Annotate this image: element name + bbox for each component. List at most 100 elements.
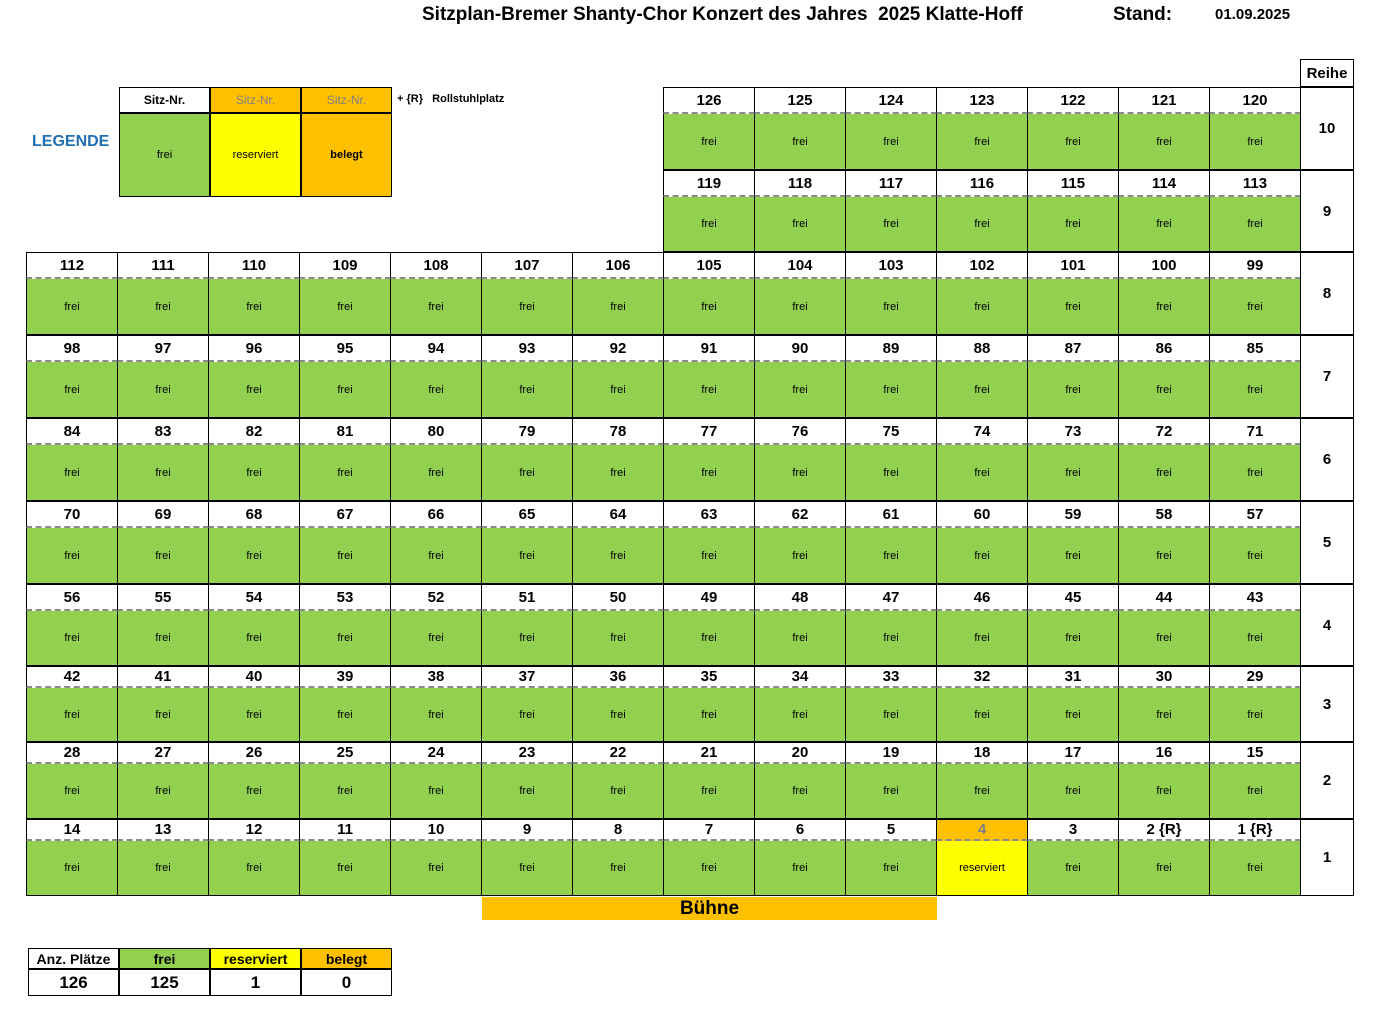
seat-cell[interactable]: frei (26, 688, 118, 742)
seat-cell[interactable]: frei (663, 362, 755, 418)
seat-cell[interactable]: reserviert (936, 841, 1028, 896)
seat-cell[interactable]: frei (845, 841, 937, 896)
seat-cell[interactable]: frei (845, 528, 937, 584)
seat-cell[interactable]: frei (481, 764, 573, 819)
seat-cell[interactable]: frei (1118, 688, 1210, 742)
seat-cell[interactable]: frei (663, 279, 755, 335)
seat-cell[interactable]: frei (26, 611, 118, 666)
seat-cell[interactable]: frei (299, 362, 391, 418)
seat-cell[interactable]: frei (1209, 197, 1301, 252)
seat-cell[interactable]: frei (663, 528, 755, 584)
seat-cell[interactable]: frei (481, 841, 573, 896)
seat-cell[interactable]: frei (572, 688, 664, 742)
seat-cell[interactable]: frei (845, 279, 937, 335)
seat-cell[interactable]: frei (1209, 445, 1301, 501)
seat-cell[interactable]: frei (117, 688, 209, 742)
seat-cell[interactable]: frei (117, 362, 209, 418)
seat-cell[interactable]: frei (572, 841, 664, 896)
seat-cell[interactable]: frei (1209, 841, 1301, 896)
seat-cell[interactable]: frei (936, 611, 1028, 666)
seat-cell[interactable]: frei (26, 279, 118, 335)
seat-cell[interactable]: frei (845, 688, 937, 742)
seat-cell[interactable]: frei (663, 611, 755, 666)
seat-cell[interactable]: frei (663, 197, 755, 252)
seat-cell[interactable]: frei (1027, 688, 1119, 742)
seat-cell[interactable]: frei (117, 528, 209, 584)
seat-cell[interactable]: frei (1027, 764, 1119, 819)
seat-cell[interactable]: frei (1209, 362, 1301, 418)
seat-cell[interactable]: frei (845, 611, 937, 666)
seat-cell[interactable]: frei (390, 445, 482, 501)
seat-cell[interactable]: frei (1209, 611, 1301, 666)
seat-cell[interactable]: frei (1118, 197, 1210, 252)
seat-cell[interactable]: frei (117, 445, 209, 501)
seat-cell[interactable]: frei (754, 688, 846, 742)
seat-cell[interactable]: frei (663, 688, 755, 742)
seat-cell[interactable]: frei (845, 197, 937, 252)
seat-cell[interactable]: frei (208, 528, 300, 584)
seat-cell[interactable]: frei (481, 279, 573, 335)
seat-cell[interactable]: frei (754, 528, 846, 584)
seat-cell[interactable]: frei (754, 764, 846, 819)
seat-cell[interactable]: frei (1027, 611, 1119, 666)
seat-cell[interactable]: frei (299, 611, 391, 666)
seat-cell[interactable]: frei (845, 114, 937, 170)
seat-cell[interactable]: frei (390, 611, 482, 666)
seat-cell[interactable]: frei (390, 528, 482, 584)
seat-cell[interactable]: frei (1209, 528, 1301, 584)
seat-cell[interactable]: frei (117, 279, 209, 335)
seat-cell[interactable]: frei (117, 611, 209, 666)
seat-cell[interactable]: frei (1118, 764, 1210, 819)
seat-cell[interactable]: frei (208, 362, 300, 418)
seat-cell[interactable]: frei (1027, 279, 1119, 335)
seat-cell[interactable]: frei (26, 764, 118, 819)
seat-cell[interactable]: frei (299, 445, 391, 501)
seat-cell[interactable]: frei (1209, 688, 1301, 742)
seat-cell[interactable]: frei (26, 528, 118, 584)
seat-cell[interactable]: frei (117, 841, 209, 896)
seat-cell[interactable]: frei (845, 445, 937, 501)
seat-cell[interactable]: frei (481, 528, 573, 584)
seat-cell[interactable]: frei (936, 764, 1028, 819)
seat-cell[interactable]: frei (1118, 362, 1210, 418)
seat-cell[interactable]: frei (1118, 445, 1210, 501)
seat-cell[interactable]: frei (299, 841, 391, 896)
seat-cell[interactable]: frei (299, 528, 391, 584)
seat-cell[interactable]: frei (299, 688, 391, 742)
seat-cell[interactable]: frei (208, 279, 300, 335)
seat-cell[interactable]: frei (390, 764, 482, 819)
seat-cell[interactable]: frei (1027, 197, 1119, 252)
seat-cell[interactable]: frei (481, 445, 573, 501)
seat-cell[interactable]: frei (1027, 114, 1119, 170)
seat-cell[interactable]: frei (208, 764, 300, 819)
seat-cell[interactable]: frei (572, 528, 664, 584)
seat-cell[interactable]: frei (936, 362, 1028, 418)
seat-cell[interactable]: frei (390, 841, 482, 896)
seat-cell[interactable]: frei (754, 114, 846, 170)
seat-cell[interactable]: frei (936, 279, 1028, 335)
seat-cell[interactable]: frei (572, 445, 664, 501)
seat-cell[interactable]: frei (481, 611, 573, 666)
seat-cell[interactable]: frei (936, 197, 1028, 252)
seat-cell[interactable]: frei (1027, 445, 1119, 501)
seat-cell[interactable]: frei (208, 841, 300, 896)
seat-cell[interactable]: frei (754, 362, 846, 418)
seat-cell[interactable]: frei (26, 362, 118, 418)
seat-cell[interactable]: frei (117, 764, 209, 819)
seat-cell[interactable]: frei (299, 764, 391, 819)
seat-cell[interactable]: frei (936, 445, 1028, 501)
seat-cell[interactable]: frei (1027, 528, 1119, 584)
seat-cell[interactable]: frei (1027, 841, 1119, 896)
seat-cell[interactable]: frei (572, 279, 664, 335)
seat-cell[interactable]: frei (754, 611, 846, 666)
seat-cell[interactable]: frei (663, 445, 755, 501)
seat-cell[interactable]: frei (845, 362, 937, 418)
seat-cell[interactable]: frei (845, 764, 937, 819)
seat-cell[interactable]: frei (481, 688, 573, 742)
seat-cell[interactable]: frei (1118, 611, 1210, 666)
seat-cell[interactable]: frei (1118, 528, 1210, 584)
seat-cell[interactable]: frei (754, 445, 846, 501)
seat-cell[interactable]: frei (481, 362, 573, 418)
seat-cell[interactable]: frei (1209, 279, 1301, 335)
seat-cell[interactable]: frei (754, 197, 846, 252)
